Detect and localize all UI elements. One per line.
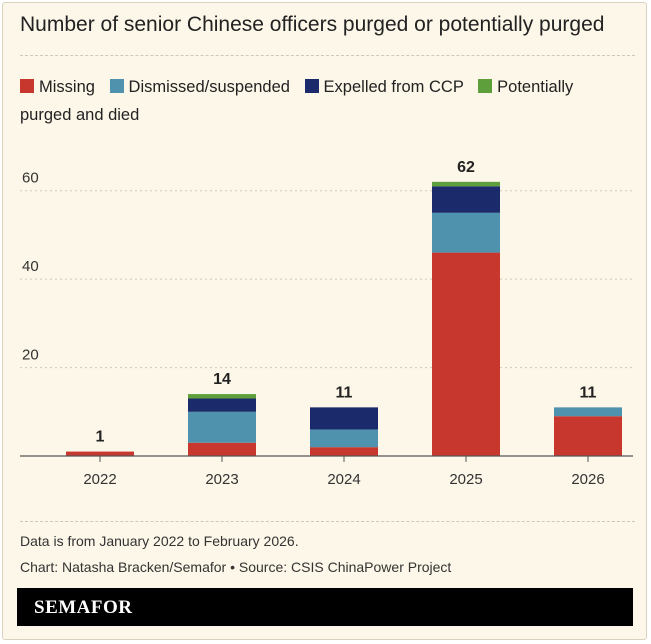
x-tick-label: 2026 [571,471,604,488]
bar-segment [188,398,256,412]
chart-title: Number of senior Chinese officers purged… [20,13,605,36]
title-divider [20,55,635,56]
brand-logo: SEMAFOR [34,597,133,618]
bar-total-label: 62 [457,159,475,176]
legend-label-died: Potentially purged and died [20,78,574,124]
bar-segment [554,407,622,417]
legend-swatch-expelled [304,79,319,93]
chart-credit: Chart: Natasha Bracken/Semafor • Source:… [20,559,452,575]
bar-total-label: 11 [580,384,597,401]
brand-bar: SEMAFOR [17,588,633,626]
legend-item-died: Potentially purged and died [20,78,573,124]
legend-swatch-missing [20,79,34,93]
bar-segment [310,407,378,430]
bar-total-label: 1 [96,429,105,446]
x-tick-label: 2025 [449,471,482,488]
bar-total-label: 14 [213,371,231,388]
bar-total-label: 11 [336,384,353,401]
bar-segment [188,442,256,456]
bar-segment [310,447,378,456]
legend: Missing Dismissed/suspended Expelled fro… [20,73,620,129]
bar-segment [432,181,500,187]
legend-swatch-dismissed [109,79,124,93]
data-note: Data is from January 2022 to February 20… [20,533,299,549]
legend-swatch-died [478,79,493,93]
y-tick-label: 40 [22,258,39,275]
x-tick-label: 2024 [327,471,360,488]
legend-label-missing: Missing [39,78,95,96]
bar-segment [554,416,622,456]
bar-segment [432,252,500,456]
bar-chart: 20 40 60 1 2022 14 2023 11 2024 62 2025 11 2026 [20,159,633,488]
y-tick-label: 20 [22,347,39,364]
legend-label-dismissed: Dismissed/suspended [128,78,290,96]
footer-divider [20,521,635,522]
bar-segment [432,212,500,253]
bar-segment [66,451,134,456]
bar-segment [188,411,256,443]
y-tick-label: 60 [22,170,39,187]
bar-segment [188,394,256,399]
bar-segment [432,186,500,213]
x-tick-label: 2023 [205,471,238,488]
legend-label-expelled: Expelled from CCP [323,78,464,96]
legend-item-expelled: Expelled from CCP [304,78,464,96]
legend-item-dismissed: Dismissed/suspended [109,78,290,96]
x-tick-label: 2022 [83,471,116,488]
bar-segment [310,429,378,448]
legend-item-missing: Missing [20,78,95,96]
